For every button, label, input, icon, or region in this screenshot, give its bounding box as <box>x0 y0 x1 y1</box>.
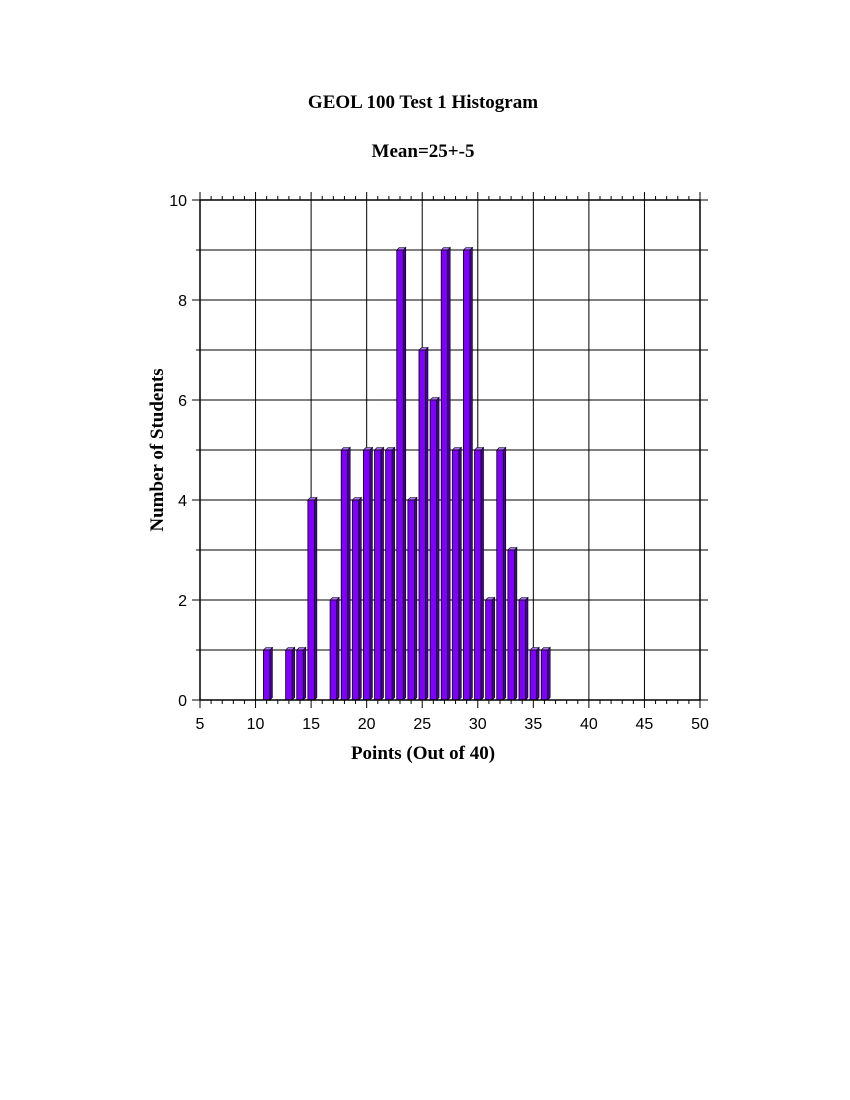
bar <box>307 496 318 701</box>
bar <box>262 646 274 701</box>
x-tick-label: 15 <box>302 716 320 733</box>
bar <box>440 246 451 701</box>
bar-front <box>374 449 382 701</box>
chart-title: GEOL 100 Test 1 Histogram <box>308 92 538 113</box>
x-tick-label: 10 <box>247 716 265 733</box>
bar-front <box>507 549 515 701</box>
x-tick-label: 5 <box>196 716 205 733</box>
bar <box>351 496 363 701</box>
bar <box>518 596 529 701</box>
bar <box>296 646 307 701</box>
bar <box>496 446 507 701</box>
y-tick-label: 6 <box>178 393 187 410</box>
bar-front <box>263 649 271 701</box>
x-tick-label: 35 <box>524 716 542 733</box>
bar-front <box>296 649 304 701</box>
bar-front <box>407 499 415 701</box>
bar-front <box>440 249 449 701</box>
bar <box>340 446 351 701</box>
bar <box>373 446 385 701</box>
bar-front <box>363 449 371 701</box>
bar-front <box>307 499 315 701</box>
bar-front <box>329 599 337 701</box>
bar <box>540 646 551 701</box>
x-tick-label: 30 <box>469 716 487 733</box>
bar-front <box>496 449 504 701</box>
bar-front <box>529 649 537 701</box>
y-tick-label: 2 <box>178 593 187 610</box>
bar-front <box>518 599 526 701</box>
bar-front <box>474 449 482 701</box>
y-tick-label: 8 <box>178 293 187 310</box>
bar-front <box>351 499 360 701</box>
bar <box>429 396 440 701</box>
bar-front <box>485 599 493 701</box>
bar <box>451 446 463 701</box>
bar-front <box>429 399 437 701</box>
bar <box>473 446 485 701</box>
tick-labels: 5 10 15 20 25 30 35 40 45 50 0 2 4 6 8 10 <box>169 193 709 733</box>
bar-front <box>285 649 293 701</box>
bar <box>384 446 396 701</box>
bar-front <box>540 649 549 701</box>
bar <box>284 646 296 701</box>
bar-front <box>463 249 471 701</box>
bar-front <box>340 449 349 701</box>
x-tick-label: 20 <box>358 716 376 733</box>
x-tick-label: 50 <box>691 716 709 733</box>
bar <box>329 596 340 701</box>
x-axis-label: Points (Out of 40) <box>351 743 495 764</box>
bar <box>418 346 429 701</box>
bar-front <box>418 349 426 701</box>
x-tick-label: 45 <box>636 716 654 733</box>
y-tick-label: 4 <box>178 493 187 510</box>
bar <box>507 546 518 701</box>
bar <box>396 246 407 701</box>
x-tick-label: 25 <box>413 716 431 733</box>
bar <box>462 246 474 701</box>
bar <box>362 446 374 701</box>
bar-front <box>385 449 393 701</box>
x-tick-label: 40 <box>580 716 598 733</box>
y-tick-label: 0 <box>178 693 187 710</box>
ticks <box>192 192 701 708</box>
bar-front <box>451 449 460 701</box>
bar <box>407 496 418 701</box>
bar <box>529 646 540 701</box>
chart-subtitle: Mean=25+-5 <box>372 141 475 162</box>
y-tick-label: 10 <box>169 193 187 210</box>
bars <box>262 246 551 701</box>
y-axis-label: Number of Students <box>147 368 168 531</box>
bar <box>484 596 496 701</box>
bar-front <box>396 249 404 701</box>
